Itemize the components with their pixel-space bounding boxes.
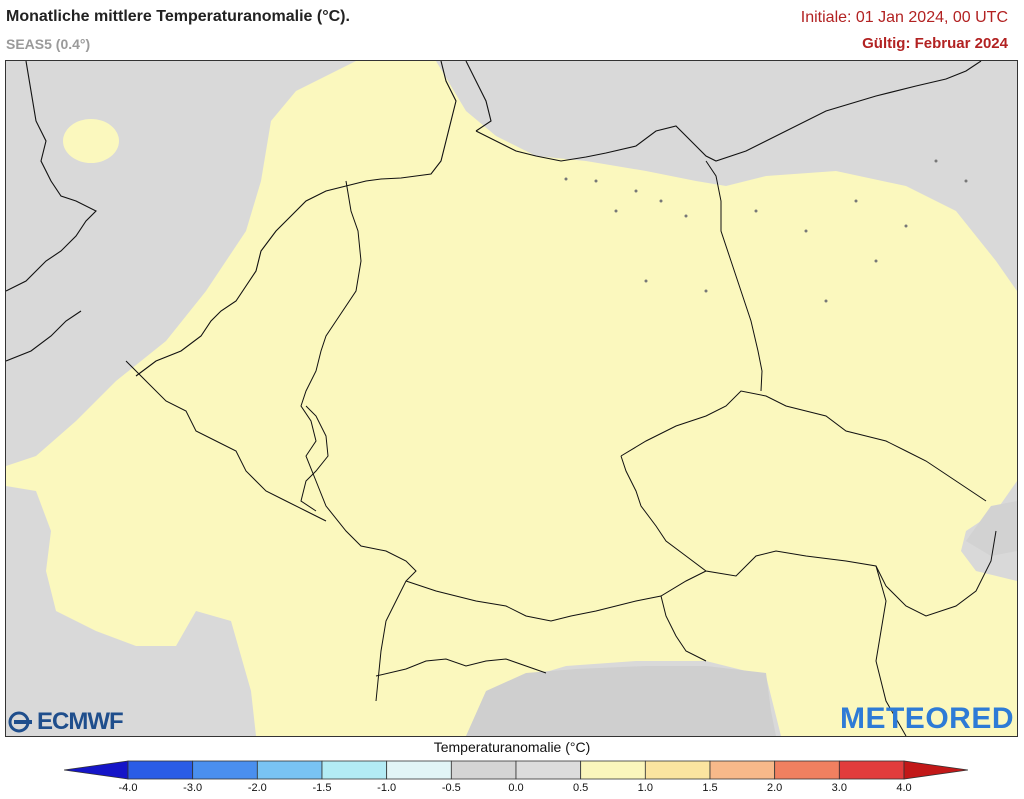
colorbar-low-extend [64,760,129,780]
colorbar-cell [321,760,388,780]
colorbar-tick-label: 4.0 [896,782,912,794]
colorbar-tick-label: -2.0 [247,782,267,794]
colorbar [64,760,968,780]
colorbar-cell [774,760,840,780]
colorbar-cell [838,760,905,780]
positive-anomaly-area [6,61,1017,736]
colorbar-tick-label: 2.0 [767,782,783,794]
colorbar-tick-label: 3.0 [831,782,847,794]
coastlines [6,61,982,377]
colorbar-ticks: -4.0 -3.0 -2.0 -1.5 -1.0 -0.5 0.0 0.5 1.0 1.5 2.0 3… [0,782,1024,798]
colorbar-tick-label: -4.0 [118,782,138,794]
ecmwf-mark-icon [8,711,32,733]
colorbar-cell [192,760,258,780]
lakes [564,159,968,303]
colorbar-tick-label: 0.5 [573,782,589,794]
colorbar-cell [709,760,776,780]
colorbar-cell [644,760,711,780]
model-label: SEAS5 (0.4°) [6,36,91,52]
colorbar-tick-label: -0.5 [441,782,461,794]
colorbar-tick-label: 1.0 [637,782,653,794]
anomaly-map [6,61,1017,736]
positive-anomaly-patch [63,119,119,163]
ecmwf-text: ECMWF [37,708,124,735]
map-panel[interactable] [5,60,1018,737]
alps-neutral-area [466,666,776,736]
national-borders [125,160,997,736]
ecmwf-logo: ECMWF [8,708,124,736]
colorbar-tick-label: -1.0 [377,782,397,794]
colorbar-high-extend [903,760,968,780]
valid-period: Gültig: Februar 2024 [862,35,1008,52]
meteored-logo: METEORED [839,702,1014,735]
colorbar-cell [450,760,517,780]
colorbar-cell [127,760,194,780]
colorbar-cell [515,760,582,780]
carpathian-neutral-area [966,501,1017,556]
legend-title: Temperaturanomalie (°C) [433,739,591,755]
colorbar-cell [256,760,323,780]
init-time: Initiale: 01 Jan 2024, 00 UTC [800,9,1008,26]
colorbar-tick-label: 1.5 [702,782,718,794]
colorbar-tick-label: -3.0 [183,782,203,794]
colorbar-cell [580,760,646,780]
colorbar-cell [386,760,452,780]
map-title: Monatliche mittlere Temperaturanomalie (… [6,8,350,25]
colorbar-tick-label: 0.0 [508,782,524,794]
colorbar-tick-label: -1.5 [312,782,332,794]
